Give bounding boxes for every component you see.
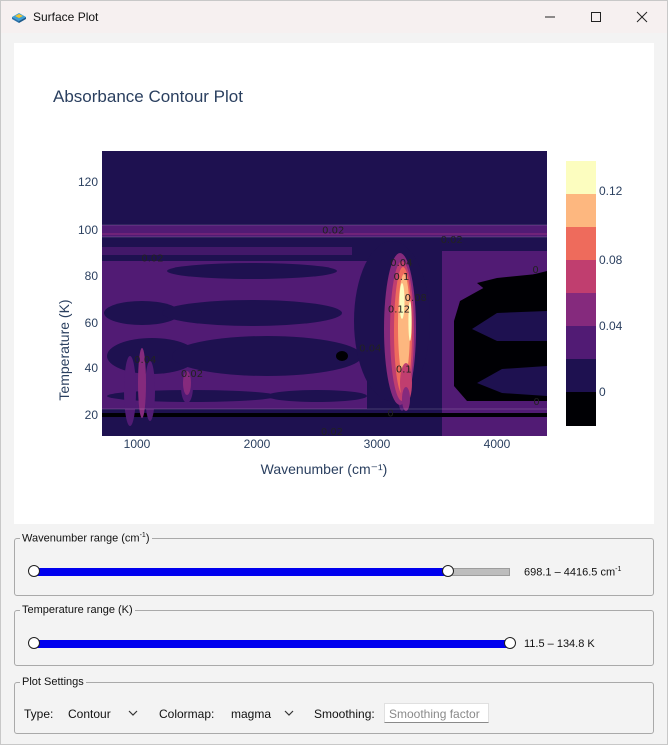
colorbar-swatch [566,161,596,194]
wavenumber-range-slider[interactable] [28,565,510,579]
temperature-range-legend: Temperature range (K) [22,604,133,616]
colorbar [566,161,596,426]
plot-area: Absorbance Contour Plot Temperature (K) … [14,43,654,524]
maximize-icon [591,12,601,22]
wavenumber-legend-text: Wavenumber range (cm [22,532,140,545]
contour-label: 0.02 [441,235,463,246]
contour-label: 0.02 [141,254,163,265]
plot-settings-group: Plot Settings [14,676,654,734]
close-icon [636,11,648,23]
x-tick-label: 3000 [363,437,391,451]
contour-label: 0.02 [181,369,203,380]
wavenumber-value-sup: -1 [615,566,622,573]
title-bar[interactable]: Surface Plot [1,1,667,33]
slider-fill [34,568,449,576]
colorbar-swatch [566,194,596,227]
x-tick-label: 1000 [123,437,151,451]
chevron-down-icon [284,710,294,716]
wavenumber-legend-end: ) [145,532,150,545]
wavenumber-range-legend: Wavenumber range (cm-1) [20,532,152,545]
colormap-select-value: magma [231,707,272,721]
temperature-range-value: 11.5 – 134.8 K [524,638,595,650]
contour-label: 0.1 [393,272,409,283]
minimize-button[interactable] [527,1,573,33]
chevron-down-icon [128,710,138,716]
type-select[interactable]: Contour [61,703,143,724]
plot-settings-legend: Plot Settings [22,676,84,688]
slider-min-handle[interactable] [28,565,40,577]
minimize-icon [545,16,555,18]
slider-min-handle[interactable] [28,637,40,649]
colorbar-swatch [566,359,596,392]
surface-plot-app-icon [12,13,26,23]
colormap-select[interactable]: magma [224,703,299,724]
y-tick-label: 100 [77,223,98,237]
colorbar-swatch [566,260,596,293]
temperature-range-group: Temperature range (K) [14,604,654,666]
contour-label: 0.02 [321,427,343,436]
y-tick-label: 60 [84,316,98,330]
colorbar-tick-label: 0 [599,385,606,399]
colorbar-tick-label: 0.08 [599,253,623,267]
chart-title: Absorbance Contour Plot [53,87,243,106]
x-axis-title: Wavenumber (cm⁻¹) [260,461,388,477]
colorbar-swatch [566,227,596,260]
type-label: Type: [24,707,54,721]
wavenumber-legend-sup: -1 [139,532,146,539]
temperature-range-slider[interactable] [28,637,516,651]
contour-label: 0.04 [390,258,412,269]
wavenumber-value-text: 698.1 – 4416.5 cm [524,566,616,579]
contour-label: 0 [532,265,538,276]
colorbar-swatch [566,326,596,359]
slider-fill [34,640,510,648]
colorbar-tick-label: 0.04 [599,319,623,333]
contour-label: 0.02 [322,226,344,237]
contour-label: 0 [387,408,393,419]
smoothing-label: Smoothing: [314,707,375,721]
window-title: Surface Plot [33,10,99,24]
wavenumber-range-value: 698.1 – 4416.5 cm-1 [524,566,621,579]
slider-max-handle[interactable] [504,637,516,649]
contour-label: 0.12 [388,304,410,315]
type-select-value: Contour [68,707,111,721]
y-tick-label: 120 [77,175,98,189]
colorbar-tick-label: 0.12 [599,184,623,198]
contour-label: 0.08 [405,293,427,304]
contour-label: 0.04 [134,355,156,366]
colorbar-swatch [566,293,596,326]
colormap-label: Colormap: [159,707,215,721]
contour-label: 0 [533,397,539,408]
slider-max-handle[interactable] [442,565,455,577]
colorbar-swatch [566,392,596,426]
close-button[interactable] [619,1,665,33]
x-tick-label: 2000 [243,437,271,451]
contour-label: 0.04 [359,344,381,355]
contour-label: 0.1 [396,364,412,375]
y-tick-label: 20 [84,408,98,422]
contour-plot[interactable]: 0.02 0.02 0.02 0.04 0.1 0.080.12 0.04 0.04 0.02 0… [102,151,547,436]
y-tick-label: 80 [84,269,98,283]
maximize-button[interactable] [573,1,619,33]
smoothing-input[interactable]: Smoothing factor [384,703,489,723]
x-tick-label: 4000 [483,437,511,451]
wavenumber-range-group: Wavenumber range (cm-1) [14,532,654,596]
y-tick-label: 40 [84,361,98,375]
